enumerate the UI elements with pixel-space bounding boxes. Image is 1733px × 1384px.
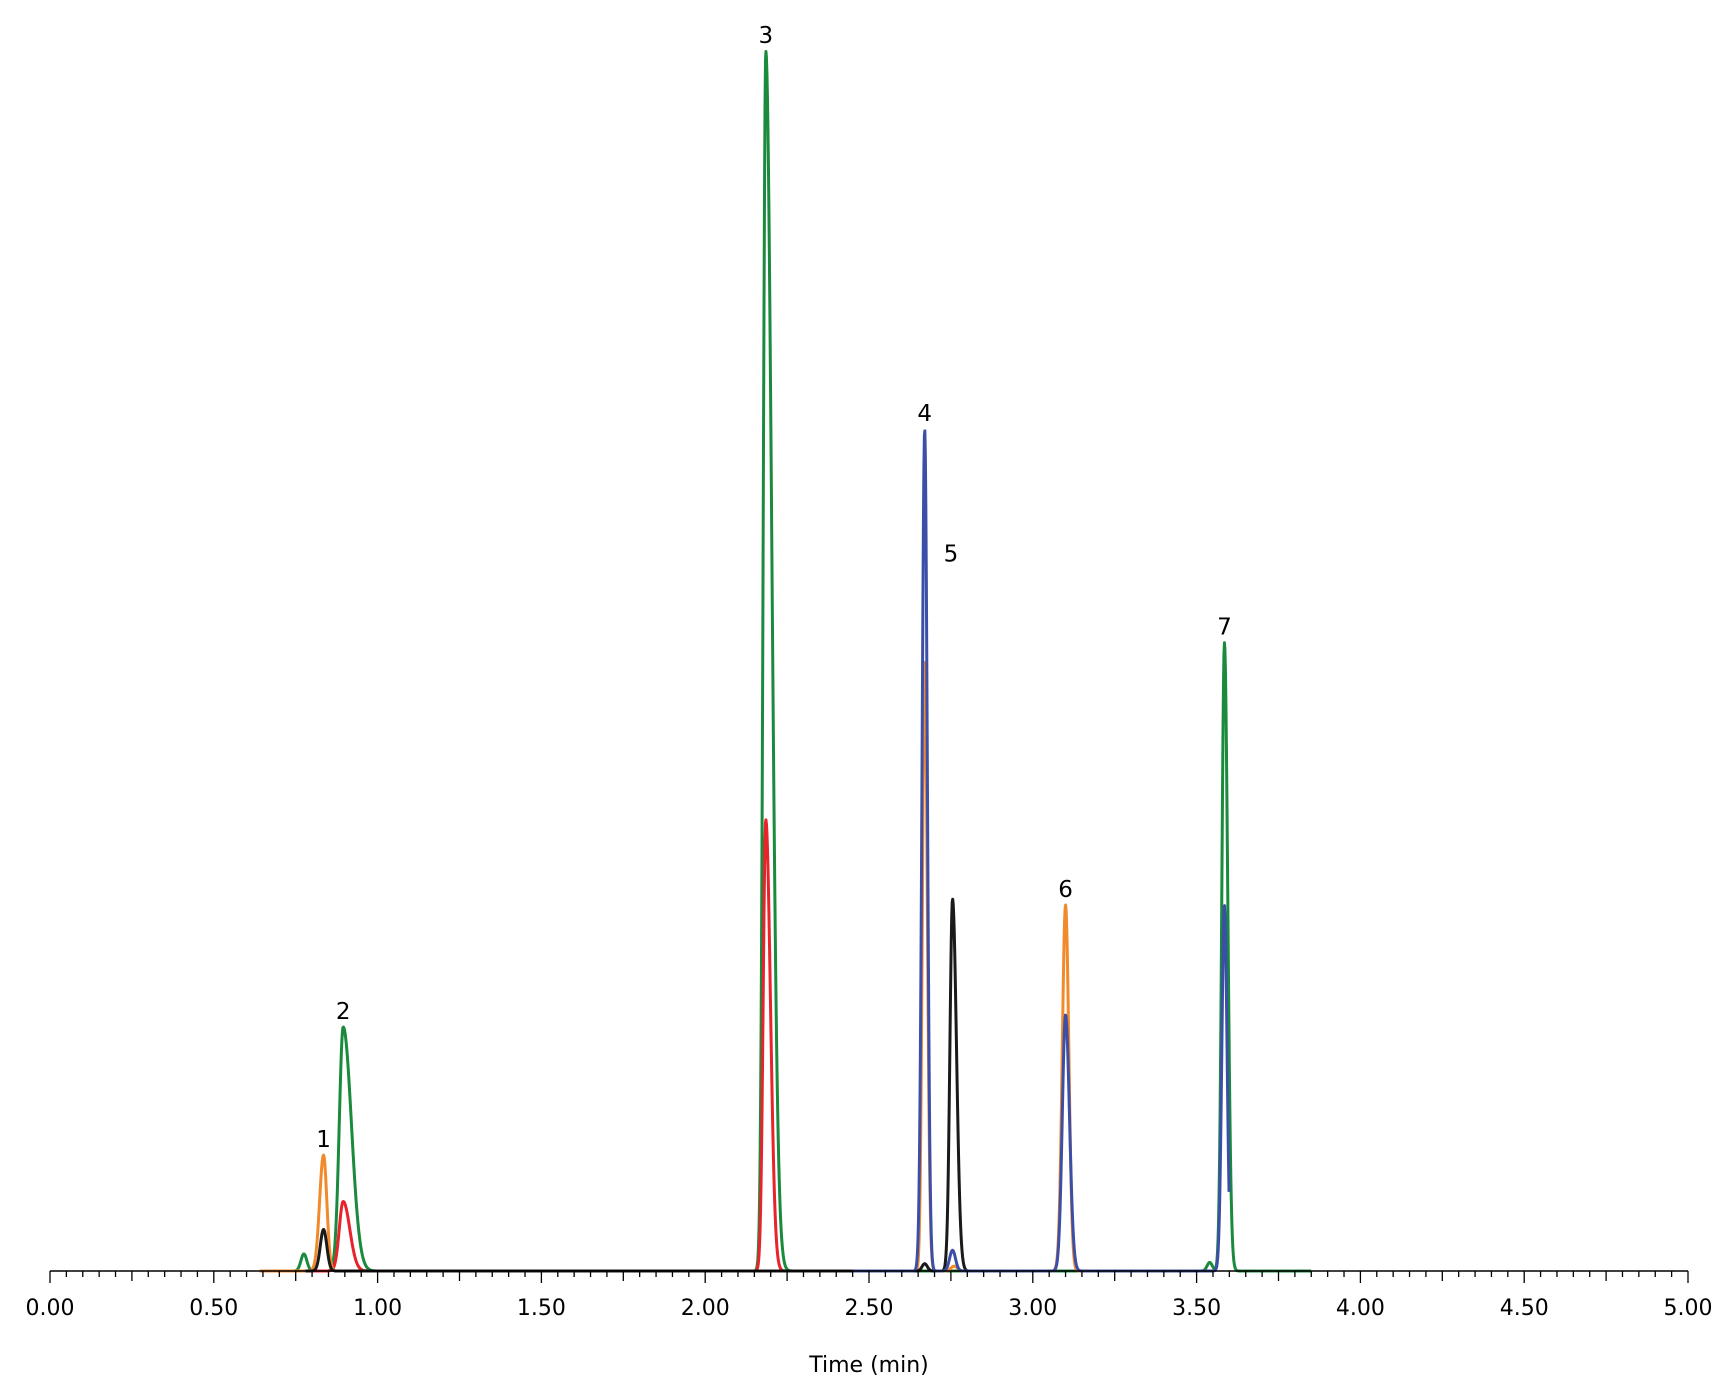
x-tick-label: 4.00 — [1336, 1296, 1385, 1321]
x-tick-label: 3.50 — [1172, 1296, 1221, 1321]
x-tick-label: 0.00 — [26, 1296, 75, 1321]
x-tick-label: 1.50 — [517, 1296, 566, 1321]
peak-labels: 1 2 3 4 5 6 7 — [316, 23, 1232, 1153]
peak-label: 6 — [1058, 877, 1073, 903]
x-tick-label: 1.00 — [353, 1296, 402, 1321]
x-tick-label: 2.00 — [681, 1296, 730, 1321]
x-tick-label: 4.50 — [1500, 1296, 1549, 1321]
series-line — [304, 897, 1034, 1273]
peak-label: 5 — [944, 542, 959, 568]
x-tick-label: 5.00 — [1664, 1296, 1713, 1321]
series-line — [851, 429, 1231, 1273]
peak-label: 7 — [1217, 615, 1232, 641]
peak-label: 2 — [336, 999, 351, 1025]
series-line — [265, 818, 854, 1273]
x-axis-title: Time (min) — [808, 1353, 929, 1378]
x-tick-label: 0.50 — [189, 1296, 238, 1321]
series-line — [265, 49, 1312, 1273]
x-axis: 0.00 0.50 1.00 1.50 2.00 2.50 3.00 3.50 4.00 4.50… — [26, 1270, 1713, 1321]
peak-label: 3 — [758, 23, 773, 49]
x-tick-label: 2.50 — [845, 1296, 894, 1321]
series-layer — [258, 49, 1312, 1273]
peak-label: 4 — [917, 401, 932, 427]
x-tick-label: 3.00 — [1008, 1296, 1057, 1321]
peak-label: 1 — [316, 1127, 331, 1153]
